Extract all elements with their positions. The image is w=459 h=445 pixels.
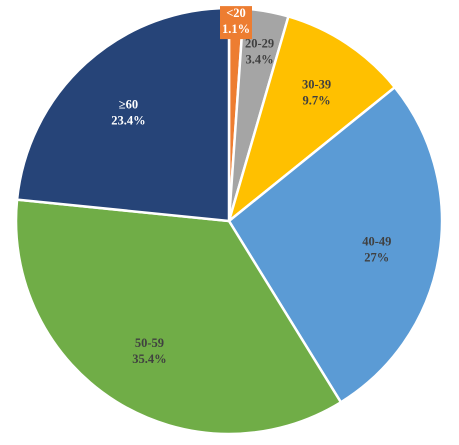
slice-category-label: 20-29 [245,37,274,51]
slice-value-label: 35.4% [132,352,166,366]
pie-labels: <20 1.1%20-29 3.4% 30-39 9.7% 40-49 27% 50-59 35… [111,6,391,366]
pie-slice [227,85,444,404]
slice-value-label: 27% [364,250,389,264]
slice-category-label: 30-39 [302,78,331,92]
callout-box [220,6,252,40]
pie-slice [15,6,231,223]
pie-slices [14,6,444,436]
pie-slice [226,14,397,225]
slice-category-label: 40-49 [362,234,391,248]
slice-category-label: <20 [226,6,246,20]
slice-value-label: 1.1% [222,22,250,36]
slice-value-label: 9.7% [303,94,331,108]
slice-category-label: 50-59 [135,336,164,350]
slice-value-label: 3.4% [246,53,274,67]
slice-value-label: 23.4% [111,114,145,128]
slice-category-label: ≥60 [119,98,138,112]
pie-slice [14,198,343,436]
